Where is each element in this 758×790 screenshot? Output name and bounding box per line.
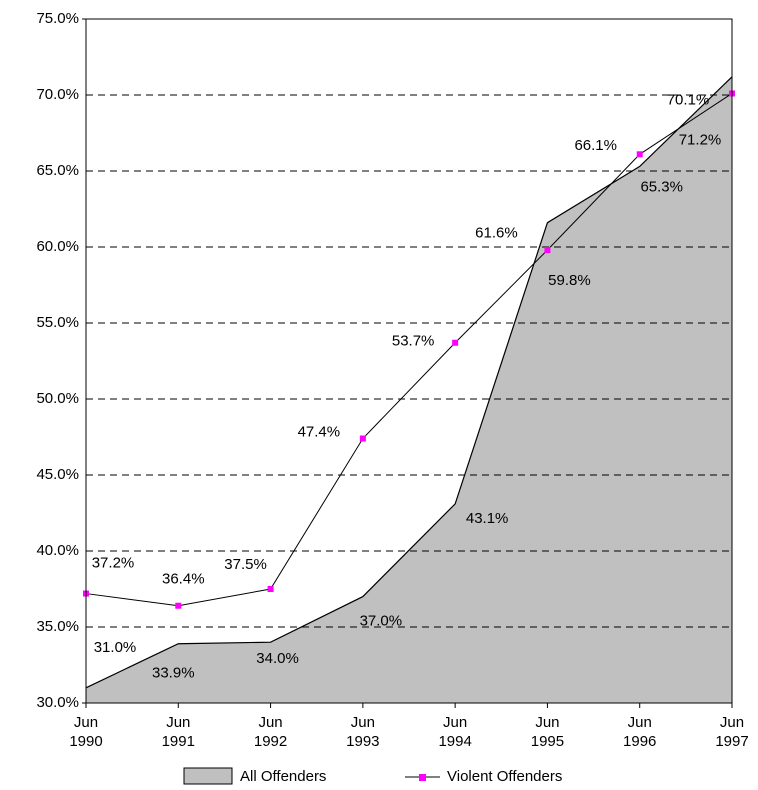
x-tick-line: Jun xyxy=(351,714,375,731)
area xyxy=(86,76,732,703)
x-tick-line: Jun xyxy=(258,714,282,731)
x-tick-line: Jun xyxy=(628,714,652,731)
area-edge xyxy=(85,76,733,689)
data-label: 31.0% xyxy=(94,639,137,656)
data-label: 59.8% xyxy=(548,272,591,289)
data-label: 33.9% xyxy=(152,665,195,682)
x-tick-label: Jun 1995 xyxy=(531,714,564,750)
data-label: 43.1% xyxy=(466,510,509,527)
x-tick-line: 1995 xyxy=(531,733,564,750)
marker xyxy=(267,586,274,592)
x-tick-label: Jun 1993 xyxy=(346,714,379,750)
data-label: 65.3% xyxy=(640,178,683,195)
legend-swatch xyxy=(183,767,233,785)
y-tick-label: 35.0% xyxy=(36,618,79,635)
x-tick-line: 1997 xyxy=(715,733,748,750)
marker xyxy=(636,151,643,158)
y-tick-label: 70.0% xyxy=(36,86,79,103)
data-label: 37.0% xyxy=(360,613,403,630)
data-label: 37.5% xyxy=(224,556,267,573)
y-tick-label: 65.0% xyxy=(36,162,79,179)
x-tick-line: Jun xyxy=(443,714,467,731)
marker xyxy=(175,602,182,609)
x-tick-label: Jun 1991 xyxy=(162,714,195,750)
data-label: 71.2% xyxy=(679,132,722,149)
x-tick-label: Jun 1990 xyxy=(69,714,102,750)
y-tick-label: 55.0% xyxy=(36,314,79,331)
line xyxy=(85,93,733,607)
x-tick-line: 1991 xyxy=(162,733,195,750)
plot-frame xyxy=(85,18,733,704)
marker xyxy=(544,247,551,254)
x-tick-line: 1996 xyxy=(623,733,656,750)
data-label: 53.7% xyxy=(392,333,435,350)
data-label: 34.0% xyxy=(256,650,299,667)
x-tick-line: Jun xyxy=(74,714,98,731)
y-tick-label: 45.0% xyxy=(36,466,79,483)
y-tick-label: 30.0% xyxy=(36,694,79,711)
x-tick-label: Jun 1996 xyxy=(623,714,656,750)
x-tick-label: Jun 1992 xyxy=(254,714,287,750)
x-tick-line: 1994 xyxy=(438,733,471,750)
x-tick-line: 1990 xyxy=(69,733,102,750)
x-tick-line: 1993 xyxy=(346,733,379,750)
x-tick-line: Jun xyxy=(535,714,559,731)
y-tick-label: 60.0% xyxy=(36,238,79,255)
y-tick-label: 40.0% xyxy=(36,542,79,559)
legend-label: Violent Offenders xyxy=(447,768,562,785)
x-tick-line: Jun xyxy=(166,714,190,731)
x-tick-line: 1992 xyxy=(254,733,287,750)
legend-marker xyxy=(419,774,426,781)
data-label: 66.1% xyxy=(574,137,617,154)
marker xyxy=(452,339,459,346)
y-tick-label: 50.0% xyxy=(36,390,79,407)
data-label: 37.2% xyxy=(92,555,135,572)
x-tick-line: Jun xyxy=(720,714,744,731)
data-label: 36.4% xyxy=(162,571,205,588)
data-label: 47.4% xyxy=(298,423,341,440)
x-tick-label: Jun 1994 xyxy=(438,714,471,750)
data-label: 61.6% xyxy=(475,225,518,242)
y-tick-label: 75.0% xyxy=(36,10,79,27)
marker xyxy=(359,435,366,442)
x-tick-label: Jun 1997 xyxy=(715,714,748,750)
legend-label: All Offenders xyxy=(240,768,326,785)
data-label: 70.1% xyxy=(667,91,710,108)
